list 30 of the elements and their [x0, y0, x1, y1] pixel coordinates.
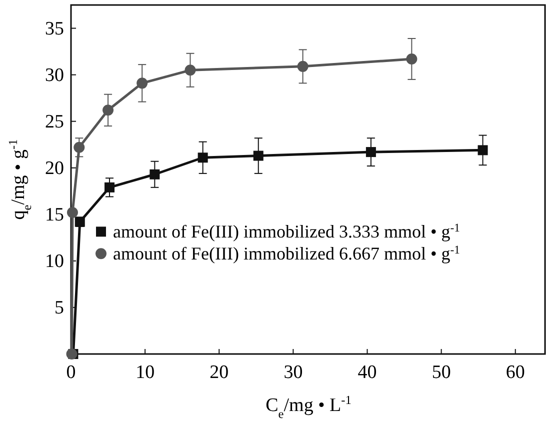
- y-tick-label: 35: [45, 18, 64, 40]
- point: [184, 64, 196, 76]
- x-axis-title: C$_{e}$/mg • L$^{-1}$: [266, 393, 352, 421]
- x-tick-label: 30: [284, 362, 303, 383]
- y-tick-label: 5: [54, 297, 64, 318]
- point: [102, 104, 114, 116]
- point: [406, 53, 418, 64]
- point: [478, 145, 488, 156]
- point: [366, 147, 376, 158]
- x-tick-label: 40: [358, 362, 377, 383]
- x-tick-label: 50: [432, 362, 451, 383]
- y-tick-label: 10: [45, 250, 64, 272]
- y-tick-label: 30: [45, 64, 64, 86]
- point: [253, 150, 264, 161]
- x-tick-label: 0: [66, 362, 76, 383]
- point: [74, 142, 85, 153]
- point: [66, 207, 78, 218]
- point: [150, 169, 160, 180]
- point: [136, 78, 148, 89]
- x-tick-label: 20: [210, 362, 229, 383]
- y-tick-label: 15: [45, 204, 64, 226]
- x-tick-label: 10: [136, 362, 155, 383]
- legend-label: amount of Fe(III) immobilized 6.667 mmol • g$^{-1}$: [113, 243, 460, 264]
- point: [198, 152, 208, 163]
- x-tick-label: 60: [506, 362, 525, 383]
- legend-label: amount of Fe(III) immobilized 3.333 mmol • g$^{-1}$: [113, 221, 460, 242]
- point: [297, 60, 308, 72]
- y-tick-label: 20: [45, 158, 64, 179]
- y-tick-label: 25: [45, 111, 64, 132]
- point: [104, 182, 115, 192]
